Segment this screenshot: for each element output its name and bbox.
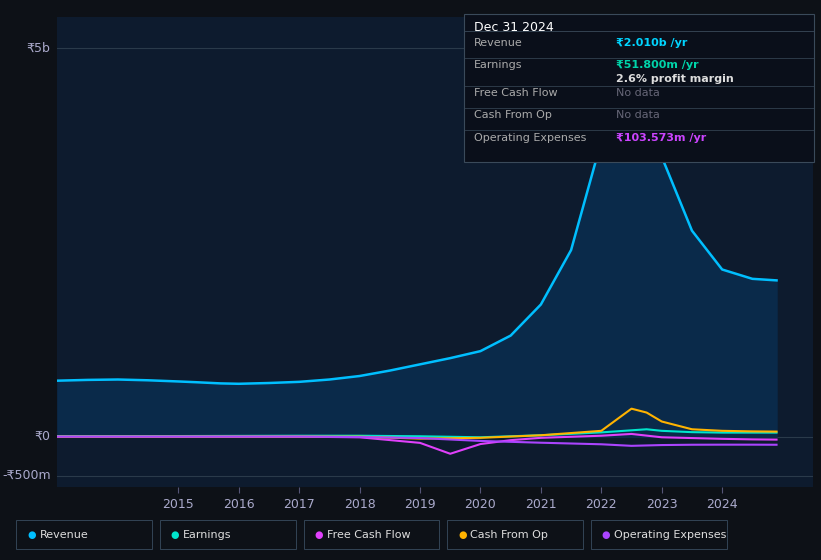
Text: No data: No data — [616, 88, 659, 98]
Text: Revenue: Revenue — [474, 38, 522, 48]
Text: Free Cash Flow: Free Cash Flow — [474, 88, 557, 98]
Text: Operating Expenses: Operating Expenses — [474, 133, 586, 143]
Text: -₹500m: -₹500m — [2, 469, 51, 482]
Text: 2.6% profit margin: 2.6% profit margin — [616, 74, 733, 85]
Text: ●: ● — [27, 530, 35, 540]
Text: No data: No data — [616, 110, 659, 120]
Text: Earnings: Earnings — [474, 60, 522, 70]
Text: Dec 31 2024: Dec 31 2024 — [474, 21, 553, 34]
Text: Revenue: Revenue — [39, 530, 88, 540]
Text: ₹51.800m /yr: ₹51.800m /yr — [616, 60, 699, 70]
Text: Cash From Op: Cash From Op — [470, 530, 548, 540]
Text: ₹0: ₹0 — [34, 430, 51, 443]
Text: ₹2.010b /yr: ₹2.010b /yr — [616, 38, 687, 48]
Text: ₹5b: ₹5b — [26, 41, 51, 54]
Text: ●: ● — [314, 530, 323, 540]
Text: ●: ● — [602, 530, 610, 540]
Text: Free Cash Flow: Free Cash Flow — [327, 530, 410, 540]
Text: Cash From Op: Cash From Op — [474, 110, 552, 120]
Text: ₹103.573m /yr: ₹103.573m /yr — [616, 133, 706, 143]
Text: Operating Expenses: Operating Expenses — [614, 530, 727, 540]
Text: Earnings: Earnings — [183, 530, 232, 540]
Text: ●: ● — [171, 530, 179, 540]
Text: ●: ● — [458, 530, 466, 540]
